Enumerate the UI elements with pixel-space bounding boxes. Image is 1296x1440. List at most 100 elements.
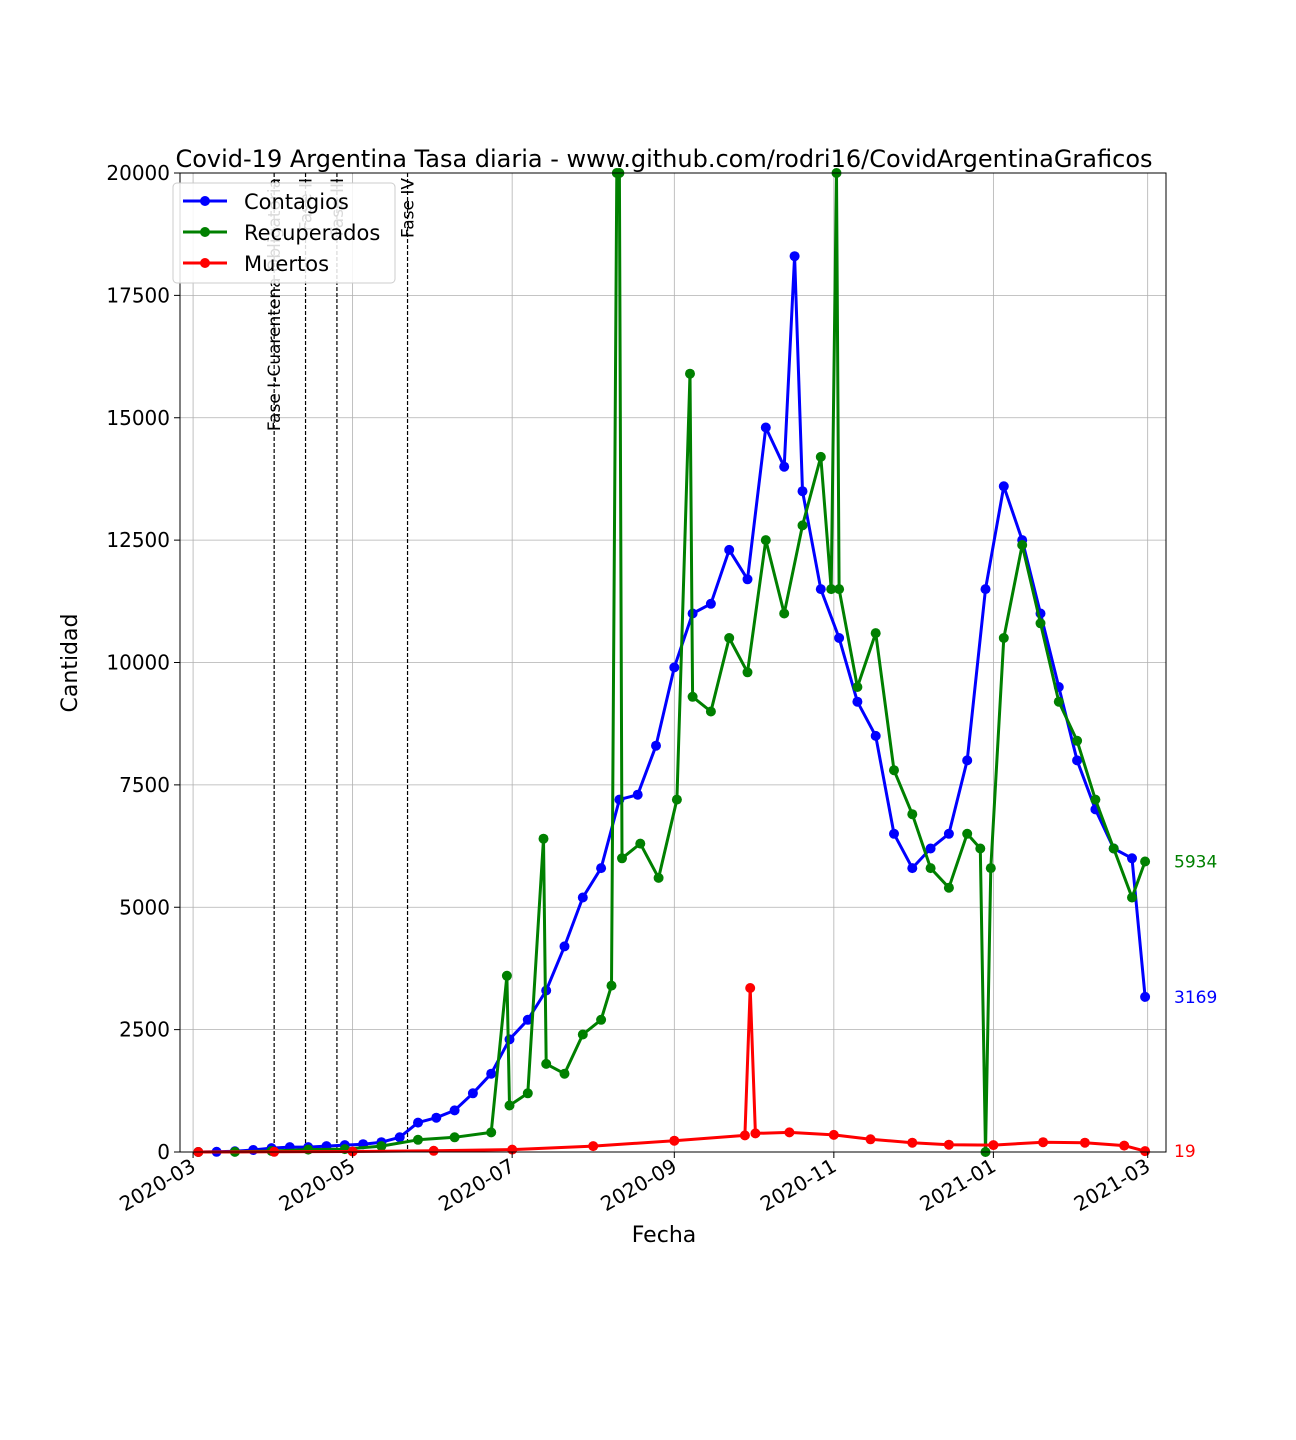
legend-swatch-marker bbox=[200, 196, 210, 206]
data-point bbox=[852, 696, 863, 707]
phase-label: Fase IV bbox=[399, 178, 419, 238]
data-point bbox=[449, 1132, 460, 1143]
data-point bbox=[870, 628, 881, 639]
data-point bbox=[742, 574, 753, 585]
data-point bbox=[779, 461, 790, 472]
legend-label: Recuperados bbox=[244, 221, 380, 245]
data-point bbox=[651, 740, 661, 751]
legend-swatch-marker bbox=[200, 227, 210, 237]
data-point bbox=[522, 1088, 533, 1099]
data-point bbox=[538, 833, 549, 844]
data-point bbox=[852, 682, 863, 692]
end-value-label: 3169 bbox=[1174, 988, 1217, 1008]
data-point bbox=[760, 535, 771, 546]
data-point bbox=[577, 892, 588, 903]
data-point bbox=[760, 422, 771, 433]
data-point bbox=[632, 789, 643, 800]
data-point bbox=[486, 1127, 497, 1138]
data-point bbox=[907, 1137, 918, 1148]
data-point bbox=[1119, 1140, 1130, 1151]
data-point bbox=[1140, 856, 1151, 867]
data-point bbox=[797, 520, 808, 531]
y-tick-label: 2500 bbox=[119, 1018, 170, 1042]
chart-title: Covid-19 Argentina Tasa diaria - www.git… bbox=[175, 145, 1152, 173]
data-point bbox=[870, 730, 881, 741]
data-point bbox=[962, 828, 973, 839]
data-point bbox=[1038, 1137, 1049, 1148]
y-axis-title: Cantidad bbox=[58, 614, 83, 713]
legend-item: Recuperados bbox=[183, 221, 380, 245]
data-point bbox=[988, 1140, 999, 1151]
data-point bbox=[779, 608, 790, 619]
y-tick-label: 10000 bbox=[106, 651, 170, 675]
data-point bbox=[742, 667, 753, 678]
data-point bbox=[797, 486, 808, 497]
data-point bbox=[653, 872, 664, 883]
data-point bbox=[750, 1128, 761, 1139]
y-tick-label: 0 bbox=[157, 1140, 170, 1164]
data-point bbox=[606, 980, 617, 991]
data-point bbox=[504, 1100, 515, 1111]
series-recuperados bbox=[193, 168, 1151, 1157]
data-point bbox=[449, 1105, 460, 1116]
data-point bbox=[834, 584, 845, 595]
data-point bbox=[889, 765, 899, 776]
data-point bbox=[501, 970, 512, 981]
data-point bbox=[486, 1068, 497, 1079]
data-point bbox=[1072, 735, 1083, 746]
data-point bbox=[925, 843, 936, 854]
data-point bbox=[1127, 853, 1137, 864]
data-point bbox=[413, 1134, 423, 1145]
data-point bbox=[1053, 696, 1064, 707]
data-point bbox=[907, 863, 918, 874]
data-point bbox=[669, 662, 680, 673]
data-point bbox=[998, 481, 1009, 492]
x-axis-title: Fecha bbox=[632, 1223, 697, 1248]
legend-box bbox=[172, 182, 396, 284]
y-tick-label: 7500 bbox=[119, 773, 170, 797]
data-point bbox=[907, 809, 918, 820]
data-point bbox=[685, 368, 695, 379]
end-value-labels: 3169 5934 19 bbox=[1174, 853, 1217, 1163]
data-point bbox=[784, 1127, 795, 1138]
data-point bbox=[834, 633, 845, 643]
data-point bbox=[1140, 991, 1151, 1002]
data-point bbox=[541, 1058, 552, 1069]
data-point bbox=[428, 1145, 439, 1156]
data-point bbox=[635, 838, 646, 849]
data-point bbox=[998, 633, 1009, 643]
data-point bbox=[815, 451, 826, 462]
y-tick-label: 20000 bbox=[106, 161, 170, 185]
legend-item: Muertos bbox=[183, 252, 329, 276]
legend-label: Muertos bbox=[244, 252, 329, 276]
data-point bbox=[596, 863, 607, 874]
data-point bbox=[1090, 794, 1101, 805]
data-point bbox=[431, 1112, 442, 1123]
data-point bbox=[617, 853, 627, 864]
data-point bbox=[1035, 618, 1046, 629]
legend-swatch-marker bbox=[200, 258, 210, 268]
data-point bbox=[943, 828, 954, 839]
data-point bbox=[815, 584, 826, 595]
data-point bbox=[671, 794, 682, 805]
data-point bbox=[826, 584, 837, 595]
data-point bbox=[559, 941, 570, 952]
data-point bbox=[980, 584, 991, 595]
data-point bbox=[596, 1014, 607, 1025]
data-point bbox=[705, 706, 716, 717]
legend: Contagios Recuperados Muertos bbox=[172, 182, 396, 284]
data-point bbox=[943, 882, 954, 893]
data-point bbox=[1072, 755, 1083, 766]
series-lines bbox=[193, 168, 1151, 1157]
end-value-label: 19 bbox=[1174, 1142, 1196, 1162]
data-point bbox=[865, 1134, 876, 1145]
data-point bbox=[925, 863, 936, 874]
y-tick-label: 15000 bbox=[106, 406, 170, 430]
data-point bbox=[1108, 843, 1119, 854]
data-point bbox=[577, 1029, 588, 1040]
data-point bbox=[962, 755, 973, 766]
data-point bbox=[975, 843, 986, 854]
data-point bbox=[828, 1129, 839, 1140]
data-point bbox=[394, 1132, 405, 1143]
